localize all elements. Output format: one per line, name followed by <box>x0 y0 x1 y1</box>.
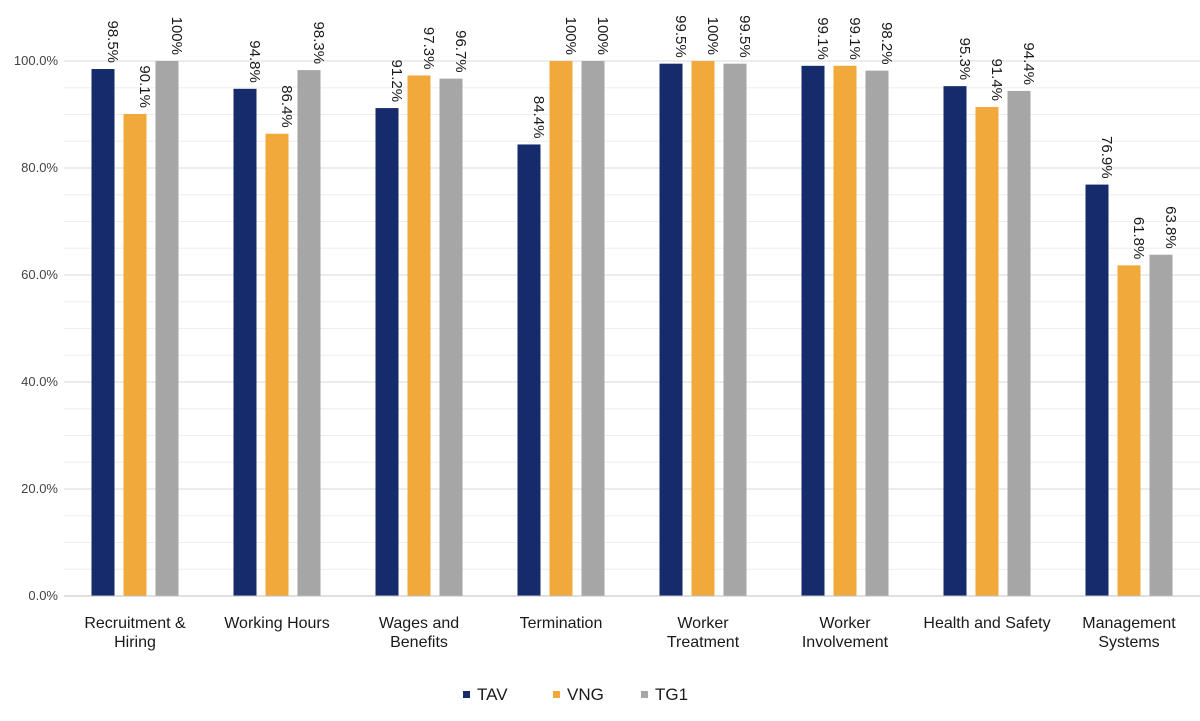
x-category-label: Benefits <box>390 634 448 651</box>
data-label-tav: 84.4% <box>530 96 547 139</box>
data-label-tg1: 96.7% <box>452 30 469 73</box>
data-label-vng: 91.4% <box>988 58 1005 101</box>
data-label-tg1: 98.3% <box>310 22 327 65</box>
legend-label-tg1: TG1 <box>655 685 688 704</box>
y-tick-label: 100.0% <box>14 53 59 68</box>
bar-tg1 <box>155 61 179 596</box>
x-category-label: Worker <box>819 615 871 632</box>
y-tick-label: 20.0% <box>21 481 58 496</box>
bar-tg1 <box>581 61 605 596</box>
legend: TAV VNG TG1 <box>463 685 688 704</box>
data-label-vng: 61.8% <box>1130 217 1147 260</box>
bar-tg1 <box>1007 90 1031 597</box>
data-label-tav: 95.3% <box>956 38 973 81</box>
bar-vng <box>691 61 715 596</box>
bar-tg1 <box>439 78 463 596</box>
x-category-label: Termination <box>520 615 603 632</box>
data-label-tg1: 94.4% <box>1020 42 1037 85</box>
data-label-tav: 99.1% <box>814 17 831 60</box>
x-category-label: Hiring <box>114 634 156 651</box>
x-category-label: Wages and <box>379 615 459 632</box>
x-category-label: Systems <box>1098 634 1159 651</box>
bar-tg1 <box>723 63 747 597</box>
x-category-label: Working Hours <box>224 615 330 632</box>
legend-label-vng: VNG <box>567 685 604 704</box>
data-label-tav: 98.5% <box>104 20 121 63</box>
bar-tav <box>943 86 967 597</box>
bar-tav <box>801 65 825 596</box>
bar-tav <box>233 88 257 596</box>
data-label-tg1: 98.2% <box>878 22 895 65</box>
data-label-vng: 97.3% <box>420 27 437 70</box>
data-label-vng: 99.1% <box>846 17 863 60</box>
y-tick-label: 40.0% <box>21 374 58 389</box>
bar-vng <box>123 113 147 596</box>
x-category-label: Management <box>1082 615 1176 632</box>
bar-vng <box>1117 265 1141 596</box>
legend-swatch-tg1 <box>641 691 648 698</box>
bar-vng <box>407 75 431 596</box>
data-label-vng: 86.4% <box>278 85 295 128</box>
legend-swatch-tav <box>463 691 470 698</box>
bar-tav <box>659 63 683 597</box>
bar-tav <box>91 69 115 596</box>
bar-vng <box>265 133 289 596</box>
data-label-tg1: 99.5% <box>736 15 753 58</box>
y-tick-label: 0.0% <box>28 588 58 603</box>
bars <box>91 61 1173 597</box>
y-axis-ticks: 0.0% 20.0% 40.0% 60.0% 80.0% 100.0% <box>14 53 59 603</box>
data-label-tav: 76.9% <box>1098 136 1115 179</box>
data-label-tav: 91.2% <box>388 60 405 103</box>
x-category-label: Treatment <box>667 634 740 651</box>
data-label-tg1: 100% <box>594 17 611 55</box>
data-label-tg1: 100% <box>168 17 185 55</box>
x-category-label: Involvement <box>802 634 889 651</box>
data-labels: 98.5% 90.1% 100% 94.8% 86.4% 98.3% 91.2% 97.3% 9… <box>104 15 1179 259</box>
data-label-tg1: 63.8% <box>1162 206 1179 249</box>
x-category-label: Worker <box>677 615 729 632</box>
data-label-vng: 100% <box>704 17 721 55</box>
x-category-label: Health and Safety <box>923 615 1050 632</box>
bar-tg1 <box>1149 254 1173 597</box>
y-tick-label: 80.0% <box>21 160 58 175</box>
bar-vng <box>975 107 999 596</box>
bar-tav <box>517 144 541 596</box>
bar-vng <box>549 61 573 596</box>
data-label-tav: 99.5% <box>672 15 689 58</box>
bar-tg1 <box>865 70 889 596</box>
bar-tav <box>375 108 399 596</box>
bar-vng <box>833 65 857 596</box>
data-label-vng: 100% <box>562 17 579 55</box>
data-label-tav: 94.8% <box>246 40 263 83</box>
legend-label-tav: TAV <box>477 685 508 704</box>
y-tick-label: 60.0% <box>21 267 58 282</box>
category-labels: Recruitment & Hiring Working Hours Wages an… <box>84 615 1176 651</box>
x-category-label: Recruitment & <box>84 615 186 632</box>
bar-tav <box>1085 184 1109 596</box>
legend-swatch-vng <box>553 691 560 698</box>
bar-tg1 <box>297 70 321 597</box>
data-label-vng: 90.1% <box>136 65 153 108</box>
